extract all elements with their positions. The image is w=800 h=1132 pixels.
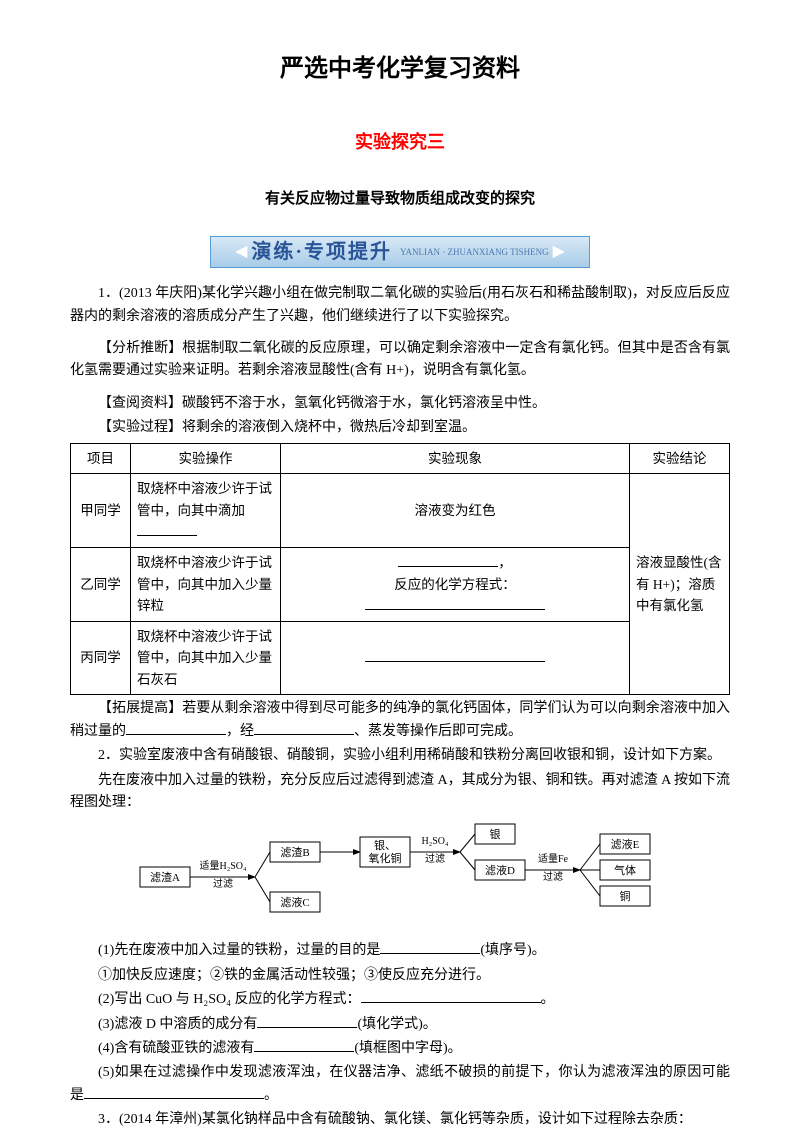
q2-sub3: (3)滤液 D 中溶质的成分有(填化学式)。 bbox=[70, 1014, 730, 1036]
q2-sub4: (4)含有硫酸亚铁的滤液有(填框图中字母)。 bbox=[70, 1038, 730, 1060]
banner-arrow-right: ▶ bbox=[549, 239, 569, 265]
svg-text:滤渣B: 滤渣B bbox=[280, 845, 309, 859]
cell-project: 乙同学 bbox=[71, 547, 131, 621]
svg-text:滤渣A: 滤渣A bbox=[150, 870, 180, 884]
svg-text:适量H₂SO₄: 适量H₂SO₄ bbox=[200, 860, 247, 872]
svg-text:滤液C: 滤液C bbox=[280, 895, 309, 909]
svg-text:银、: 银、 bbox=[374, 838, 396, 852]
cell-conclusion: 溶液显酸性(含有 H+)；溶质中有氯化氢 bbox=[630, 474, 730, 695]
banner-arrow-left: ◀ bbox=[231, 239, 251, 265]
cell-phenomenon bbox=[281, 621, 630, 695]
banner-subtitle: YANLIAN · ZHUANXIANG TISHENG bbox=[400, 245, 549, 259]
section-title: 有关反应物过量导致物质组成改变的探究 bbox=[70, 187, 730, 211]
sub-title: 实验探究三 bbox=[70, 128, 730, 157]
svg-text:过滤: 过滤 bbox=[425, 852, 445, 865]
cell-operation: 取烧杯中溶液少许于试管中，向其中加入少量石灰石 bbox=[131, 621, 281, 695]
q1-reference: 【查阅资料】碳酸钙不溶于水，氢氧化钙微溶于水，氯化钙溶液呈中性。 bbox=[70, 393, 730, 415]
q2-intro: 2．实验室废液中含有硝酸银、硝酸铜，实验小组利用稀硝酸和铁粉分离回收银和铜，设计… bbox=[70, 745, 730, 767]
th-project: 项目 bbox=[71, 443, 131, 474]
svg-text:铜: 铜 bbox=[620, 889, 631, 903]
cell-project: 丙同学 bbox=[71, 621, 131, 695]
flowchart: 滤渣A 适量H₂SO₄ 过滤 滤渣B 滤液C 银、 氧化铜 H₂SO₄ 过滤 银… bbox=[70, 822, 730, 932]
cell-project: 甲同学 bbox=[71, 474, 131, 548]
q2-sub1: (1)先在废液中加入过量的铁粉，过量的目的是(填序号)。 bbox=[70, 940, 730, 962]
q1-extension: 【拓展提高】若要从剩余溶液中得到尽可能多的纯净的氯化钙固体，同学们认为可以向剩余… bbox=[70, 698, 730, 743]
svg-text:过滤: 过滤 bbox=[213, 877, 233, 890]
svg-text:气体: 气体 bbox=[614, 863, 636, 877]
th-conclusion: 实验结论 bbox=[630, 443, 730, 474]
svg-text:氧化铜: 氧化铜 bbox=[369, 851, 402, 865]
q3-intro: 3．(2014 年漳州)某氯化钠样品中含有硫酸钠、氯化镁、氯化钙等杂质，设计如下… bbox=[70, 1109, 730, 1131]
q2-sub2: (2)写出 CuO 与 H₂SO₄ 反应的化学方程式：。 bbox=[70, 989, 730, 1011]
svg-text:银: 银 bbox=[490, 827, 501, 841]
th-operation: 实验操作 bbox=[131, 443, 281, 474]
cell-phenomenon: ，反应的化学方程式： bbox=[281, 547, 630, 621]
svg-text:适量Fe: 适量Fe bbox=[538, 853, 569, 865]
svg-text:过滤: 过滤 bbox=[543, 870, 563, 883]
svg-text:滤液D: 滤液D bbox=[485, 863, 515, 877]
q2-sub1-options: ①加快反应速度；②铁的金属活动性较强；③使反应充分进行。 bbox=[70, 965, 730, 987]
q2-sub5: (5)如果在过滤操作中发现滤液浑浊，在仪器洁净、滤纸不破损的前提下，你认为滤液浑… bbox=[70, 1062, 730, 1107]
q1-intro: 1．(2013 年庆阳)某化学兴趣小组在做完制取二氧化碳的实验后(用石灰石和稀盐… bbox=[70, 283, 730, 328]
cell-operation: 取烧杯中溶液少许于试管中，向其中加入少量锌粒 bbox=[131, 547, 281, 621]
table-header-row: 项目 实验操作 实验现象 实验结论 bbox=[71, 443, 730, 474]
q1-process: 【实验过程】将剩余的溶液倒入烧杯中，微热后冷却到室温。 bbox=[70, 417, 730, 439]
banner-text: 演练·专项提升 bbox=[251, 236, 392, 268]
cell-phenomenon: 溶液变为红色 bbox=[281, 474, 630, 548]
q2-step: 先在废液中加入过量的铁粉，充分反应后过滤得到滤渣 A，其成分为银、铜和铁。再对滤… bbox=[70, 770, 730, 815]
cell-operation: 取烧杯中溶液少许于试管中，向其中滴加 bbox=[131, 474, 281, 548]
svg-text:H₂SO₄: H₂SO₄ bbox=[422, 836, 449, 847]
experiment-table: 项目 实验操作 实验现象 实验结论 甲同学 取烧杯中溶液少许于试管中，向其中滴加… bbox=[70, 443, 730, 696]
banner: ◀ 演练·专项提升 YANLIAN · ZHUANXIANG TISHENG ▶ bbox=[210, 236, 590, 268]
main-title: 严选中考化学复习资料 bbox=[70, 50, 730, 88]
svg-text:滤液E: 滤液E bbox=[611, 837, 640, 851]
q1-analysis: 【分析推断】根据制取二氧化碳的反应原理，可以确定剩余溶液中一定含有氯化钙。但其中… bbox=[70, 338, 730, 383]
table-row: 甲同学 取烧杯中溶液少许于试管中，向其中滴加 溶液变为红色 溶液显酸性(含有 H… bbox=[71, 474, 730, 548]
th-phenomenon: 实验现象 bbox=[281, 443, 630, 474]
